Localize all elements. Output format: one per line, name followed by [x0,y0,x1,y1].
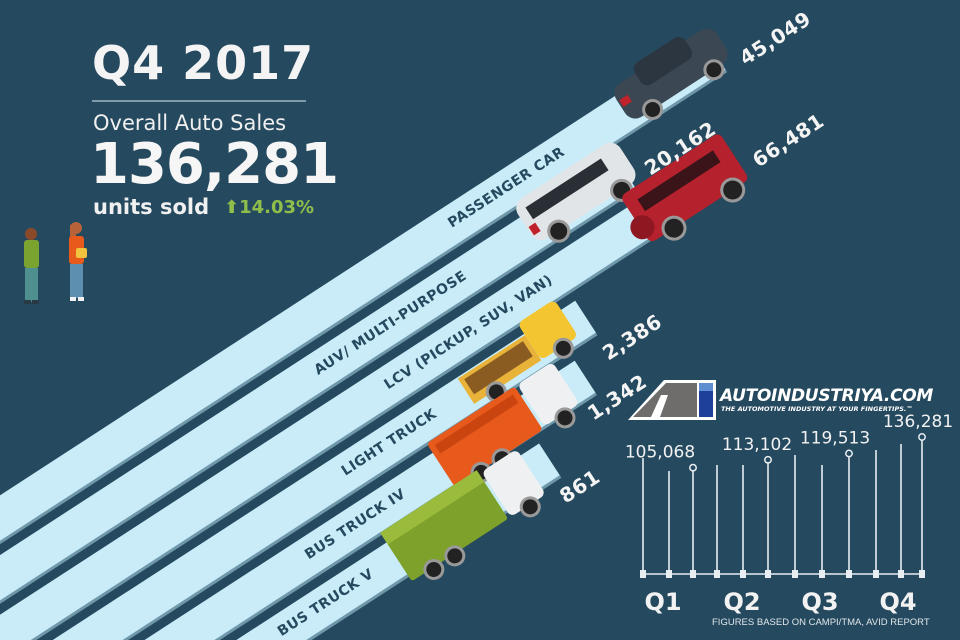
tick-mark [690,570,696,578]
tick-mark [898,570,904,578]
sedan-icon [614,28,728,121]
cargo-truck-icon [380,451,544,581]
minivan-icon [516,142,636,243]
light-truck-icon [457,301,576,404]
page-title: Q4 2017 [92,36,315,90]
value-label: 136,281 [883,412,953,432]
tick-mark [792,570,798,578]
subtitle: Overall Auto Sales [93,111,287,135]
value-label: 113,102 [722,435,792,455]
lane-light-truck [52,300,596,640]
total-sales: 136,281 [90,132,339,197]
data-point [689,463,697,472]
lane-suv [0,154,730,640]
logo-name: AUTOINDUSTRIYA.COM [720,386,934,406]
tick-mark [819,570,825,578]
lane-minivan [0,155,636,601]
data-point [918,433,926,441]
value-label: 119,513 [800,428,870,448]
data-point [845,449,853,458]
growth-indicator: ⬆14.03% [224,197,314,218]
dump-truck-icon [428,364,578,486]
person-man [24,228,39,304]
tick-mark [714,570,720,578]
data-point [764,455,772,464]
source-footnote: FIGURES BASED ON CAMPI/TMA, AVID REPORT [712,617,930,628]
autoindustriya-logo [628,380,716,420]
quarter-label: Q2 [723,588,760,616]
units-label: units sold [93,195,210,219]
lane-sedan [0,37,726,541]
tick-mark [640,570,646,578]
quarter-label: Q4 [879,588,916,616]
tick-mark [919,570,925,578]
quarterly-sales-chart: 105,068 Q1 113,102 Q2 119,513 Q3 136,281 Q4 [625,412,953,616]
value-label: 105,068 [625,443,695,463]
people-illustration [24,222,87,304]
suv-icon [622,134,748,242]
tick-mark [846,570,852,578]
tick-mark [740,570,746,578]
tick-mark [666,570,672,578]
logo-tagline: THE AUTOMOTIVE INDUSTRY AT YOUR FINGERTI… [721,405,913,413]
tick-mark [765,570,771,578]
person-woman [69,222,87,301]
tick-mark [873,570,879,578]
title-divider [92,100,306,102]
quarter-label: Q3 [801,588,838,616]
quarter-label: Q1 [644,588,681,616]
arrow-up-icon: ⬆ [224,197,240,218]
growth-value: 14.03% [239,197,315,218]
